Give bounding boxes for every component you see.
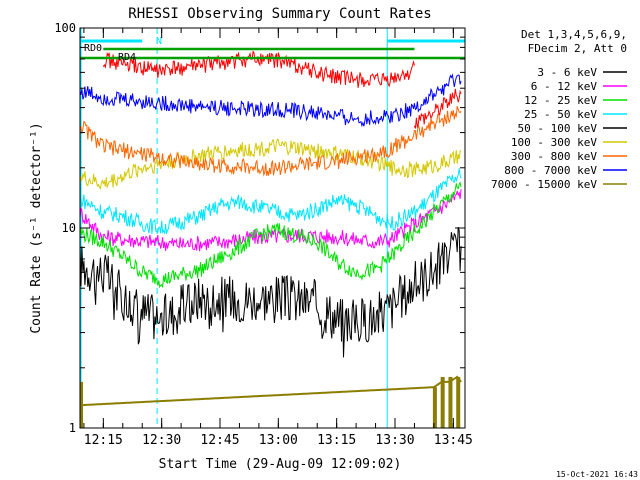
series-line (102, 50, 415, 88)
x-axis: 12:15 12:30 12:45 13:00 13:15 13:30 13:45 (83, 28, 473, 448)
series-spike (456, 376, 461, 428)
x-tick-label: 13:30 (375, 433, 414, 448)
date-stamp: 15-Oct-2021 16:43 (556, 470, 638, 479)
series-line (80, 181, 462, 289)
legend-header: Det 1,3,4,5,6,9, (521, 28, 627, 41)
x-tick-label: 12:30 (142, 433, 181, 448)
legend-label: 7000 - 15000 keV (491, 178, 597, 191)
x-axis-label: Start Time (29-Aug-09 12:09:02) (159, 457, 402, 472)
legend-label: 6 - 12 keV (531, 80, 598, 93)
x-tick-label: 13:45 (434, 433, 473, 448)
x-tick-label: 12:15 (84, 433, 123, 448)
x-tick-label: 12:45 (200, 433, 239, 448)
legend-label: 12 - 25 keV (524, 94, 597, 107)
legend-header: FDecim 2, Att 0 (528, 42, 627, 55)
legend-label: 300 - 800 keV (511, 150, 597, 163)
x-tick-label: 13:00 (259, 433, 298, 448)
y-tick-label: 100 (54, 21, 76, 35)
flag-layer: RD0 RD4 N (80, 36, 465, 63)
series-spike (448, 376, 453, 428)
series-line (413, 88, 462, 129)
flag-label: RD4 (118, 52, 136, 63)
legend-label: 800 - 7000 keV (504, 164, 597, 177)
series-layer (80, 50, 462, 428)
y-axis-label: Count Rate (s⁻¹ detector⁻¹) (29, 122, 44, 333)
series-line (80, 105, 462, 177)
legend-label: 25 - 50 keV (524, 108, 597, 121)
legend: Det 1,3,4,5,6,9,FDecim 2, Att 0 3 - 6 keV… (491, 28, 627, 191)
series-line (80, 73, 462, 128)
series-line (80, 138, 462, 190)
flag-label: RD0 (84, 43, 102, 54)
series-line (80, 226, 462, 358)
series-spike (440, 376, 445, 428)
series-line (80, 375, 462, 407)
legend-label: 50 - 100 keV (518, 122, 598, 135)
series-spike (80, 381, 83, 428)
chart-title: RHESSI Observing Summary Count Rates (128, 6, 431, 22)
x-tick-label: 13:15 (317, 433, 356, 448)
legend-label: 100 - 300 keV (511, 136, 597, 149)
y-tick-label: 1 (69, 421, 76, 435)
series-line (80, 189, 462, 252)
series-spike (432, 387, 437, 428)
y-axis: 1 10 100 (54, 21, 465, 435)
series-line (80, 168, 462, 234)
flag-label: N (156, 36, 162, 47)
y-tick-label: 10 (62, 221, 76, 235)
legend-label: 3 - 6 keV (537, 66, 597, 79)
